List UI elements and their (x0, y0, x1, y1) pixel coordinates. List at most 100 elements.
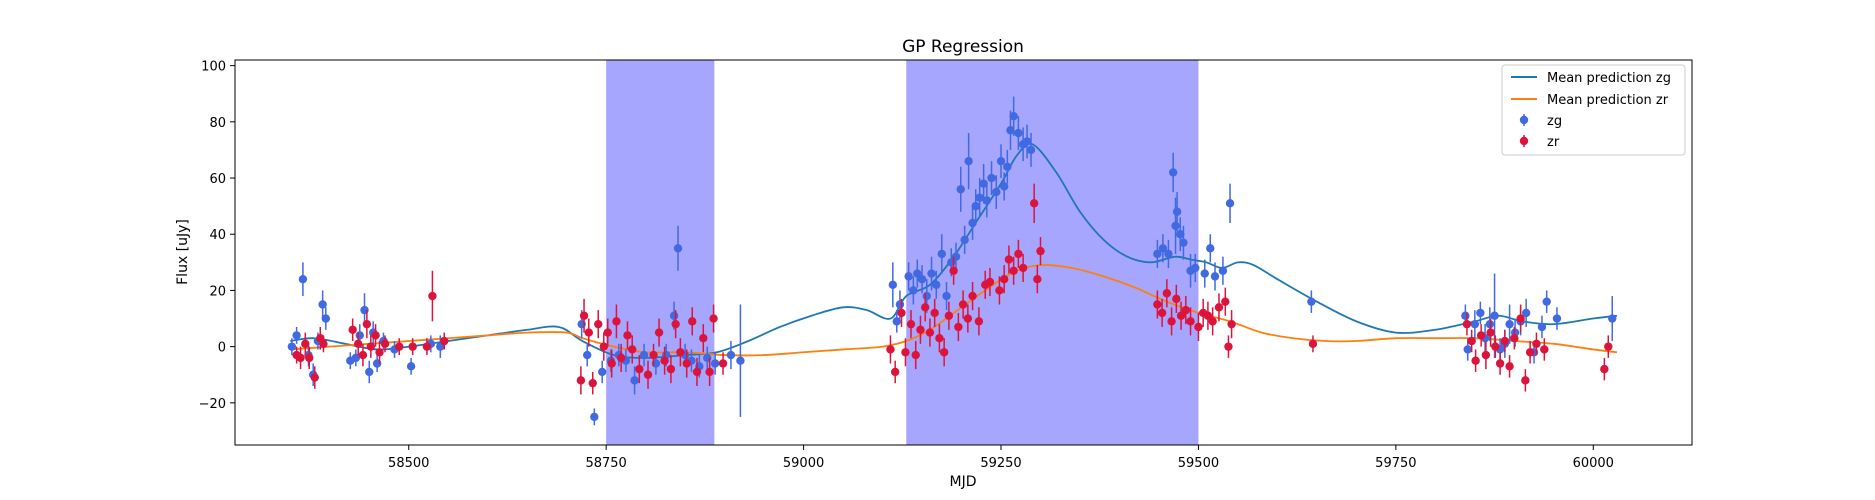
point-zr-80 (1167, 317, 1176, 326)
point-zg-71 (1022, 137, 1032, 146)
point-zr-55 (925, 328, 935, 337)
point-zr-104 (1510, 334, 1519, 343)
x-tick-label-58500: 58500 (388, 456, 429, 471)
point-zr-95 (1467, 336, 1476, 346)
point-zr-3 (305, 353, 314, 363)
point-zr-97 (1476, 331, 1486, 340)
point-zg-64 (996, 156, 1006, 166)
legend-label-zr-points: zr (1547, 135, 1560, 150)
point-zr-82 (1176, 311, 1186, 320)
point-zg-57 (968, 218, 977, 228)
point-zg-38 (726, 350, 736, 360)
point-zr-50 (901, 348, 910, 357)
point-zr-94 (1462, 319, 1472, 329)
point-zr-90 (1221, 297, 1230, 306)
x-tick-label-58750: 58750 (585, 456, 626, 471)
point-zr-13 (375, 348, 384, 357)
x-tick-label-59750: 59750 (1375, 456, 1416, 471)
point-zr-4 (310, 373, 319, 382)
mean-prediction-line-0 (290, 142, 1618, 359)
point-zg-60 (979, 179, 988, 188)
point-zg-48 (927, 269, 936, 278)
point-zg-39 (736, 356, 745, 365)
point-zg-94 (1485, 319, 1495, 329)
point-zr-98 (1481, 350, 1491, 360)
point-zr-48 (890, 367, 900, 377)
x-tick-label-59000: 59000 (783, 456, 824, 471)
point-zr-65 (974, 317, 984, 326)
point-zr-74 (1029, 199, 1039, 208)
point-zg-28 (639, 350, 649, 360)
point-zg-106 (1608, 314, 1617, 323)
point-zr-8 (353, 339, 363, 349)
point-zr-49 (897, 308, 906, 318)
point-zr-46 (718, 359, 728, 368)
x-axis-label: MJD (950, 474, 977, 490)
point-zg-2 (298, 274, 308, 284)
point-zr-7 (348, 325, 357, 334)
point-zg-43 (904, 272, 913, 281)
point-zg-46 (917, 274, 927, 284)
point-zr-32 (635, 364, 644, 374)
point-zg-91 (1470, 319, 1480, 329)
point-zr-68 (995, 286, 1004, 295)
plot-frame (234, 59, 1693, 446)
point-zr-61 (954, 322, 963, 332)
legend-label-zg-points: zg (1547, 114, 1562, 129)
point-zr-25 (599, 342, 608, 351)
point-zg-68 (1009, 112, 1018, 121)
point-zr-75 (1033, 274, 1042, 284)
point-zg-12 (365, 367, 374, 377)
point-zr-45 (709, 314, 718, 323)
x-tick-label-59250: 59250 (980, 456, 1021, 471)
point-zr-21 (579, 311, 589, 320)
point-zg-101 (1521, 308, 1531, 318)
point-zg-6 (318, 300, 327, 309)
point-zg-90 (1463, 345, 1472, 354)
x-tick-label-60000: 60000 (1573, 456, 1614, 471)
y-tick-label-20: 20 (209, 284, 226, 299)
point-zr-11 (366, 342, 376, 351)
point-zr-1 (296, 353, 305, 363)
point-zg-37 (710, 359, 720, 368)
shaded-region-0 (606, 60, 715, 445)
point-zr-35 (654, 328, 664, 337)
point-zr-31 (628, 345, 637, 354)
point-zr-70 (1004, 255, 1014, 264)
point-zr-111 (1604, 342, 1613, 351)
point-zr-15 (395, 342, 404, 351)
x-tick-label-59500: 59500 (1178, 456, 1219, 471)
y-tick-label--20: −20 (199, 397, 226, 412)
point-zr-102 (1500, 336, 1510, 346)
mean-prediction-lines (290, 142, 1618, 359)
point-zr-34 (649, 350, 658, 360)
point-zr-85 (1194, 322, 1203, 332)
point-zg-31 (669, 311, 679, 320)
point-zg-88 (1307, 297, 1316, 306)
y-tick-label-100: 100 (201, 60, 226, 75)
point-zr-20 (576, 376, 586, 385)
point-zg-51 (942, 291, 951, 301)
point-zg-62 (987, 173, 996, 183)
point-zr-30 (623, 331, 632, 340)
point-zg-7 (321, 314, 331, 323)
point-zr-67 (985, 277, 995, 287)
point-zr-106 (1521, 376, 1530, 385)
point-zg-54 (956, 185, 965, 194)
point-zr-93 (1308, 339, 1318, 349)
point-zr-19 (440, 336, 449, 346)
point-zg-42 (895, 300, 905, 309)
point-zr-99 (1486, 328, 1495, 337)
point-zr-28 (612, 317, 621, 326)
point-zg-63 (992, 187, 1001, 197)
point-zg-95 (1490, 311, 1499, 320)
point-zg-49 (932, 280, 941, 290)
legend-point-zr (1519, 136, 1529, 146)
data-points (287, 96, 1617, 426)
point-zr-56 (930, 308, 939, 318)
point-zg-92 (1476, 308, 1485, 318)
point-zg-23 (598, 367, 607, 377)
point-zr-26 (603, 328, 612, 337)
point-zr-33 (643, 370, 653, 379)
